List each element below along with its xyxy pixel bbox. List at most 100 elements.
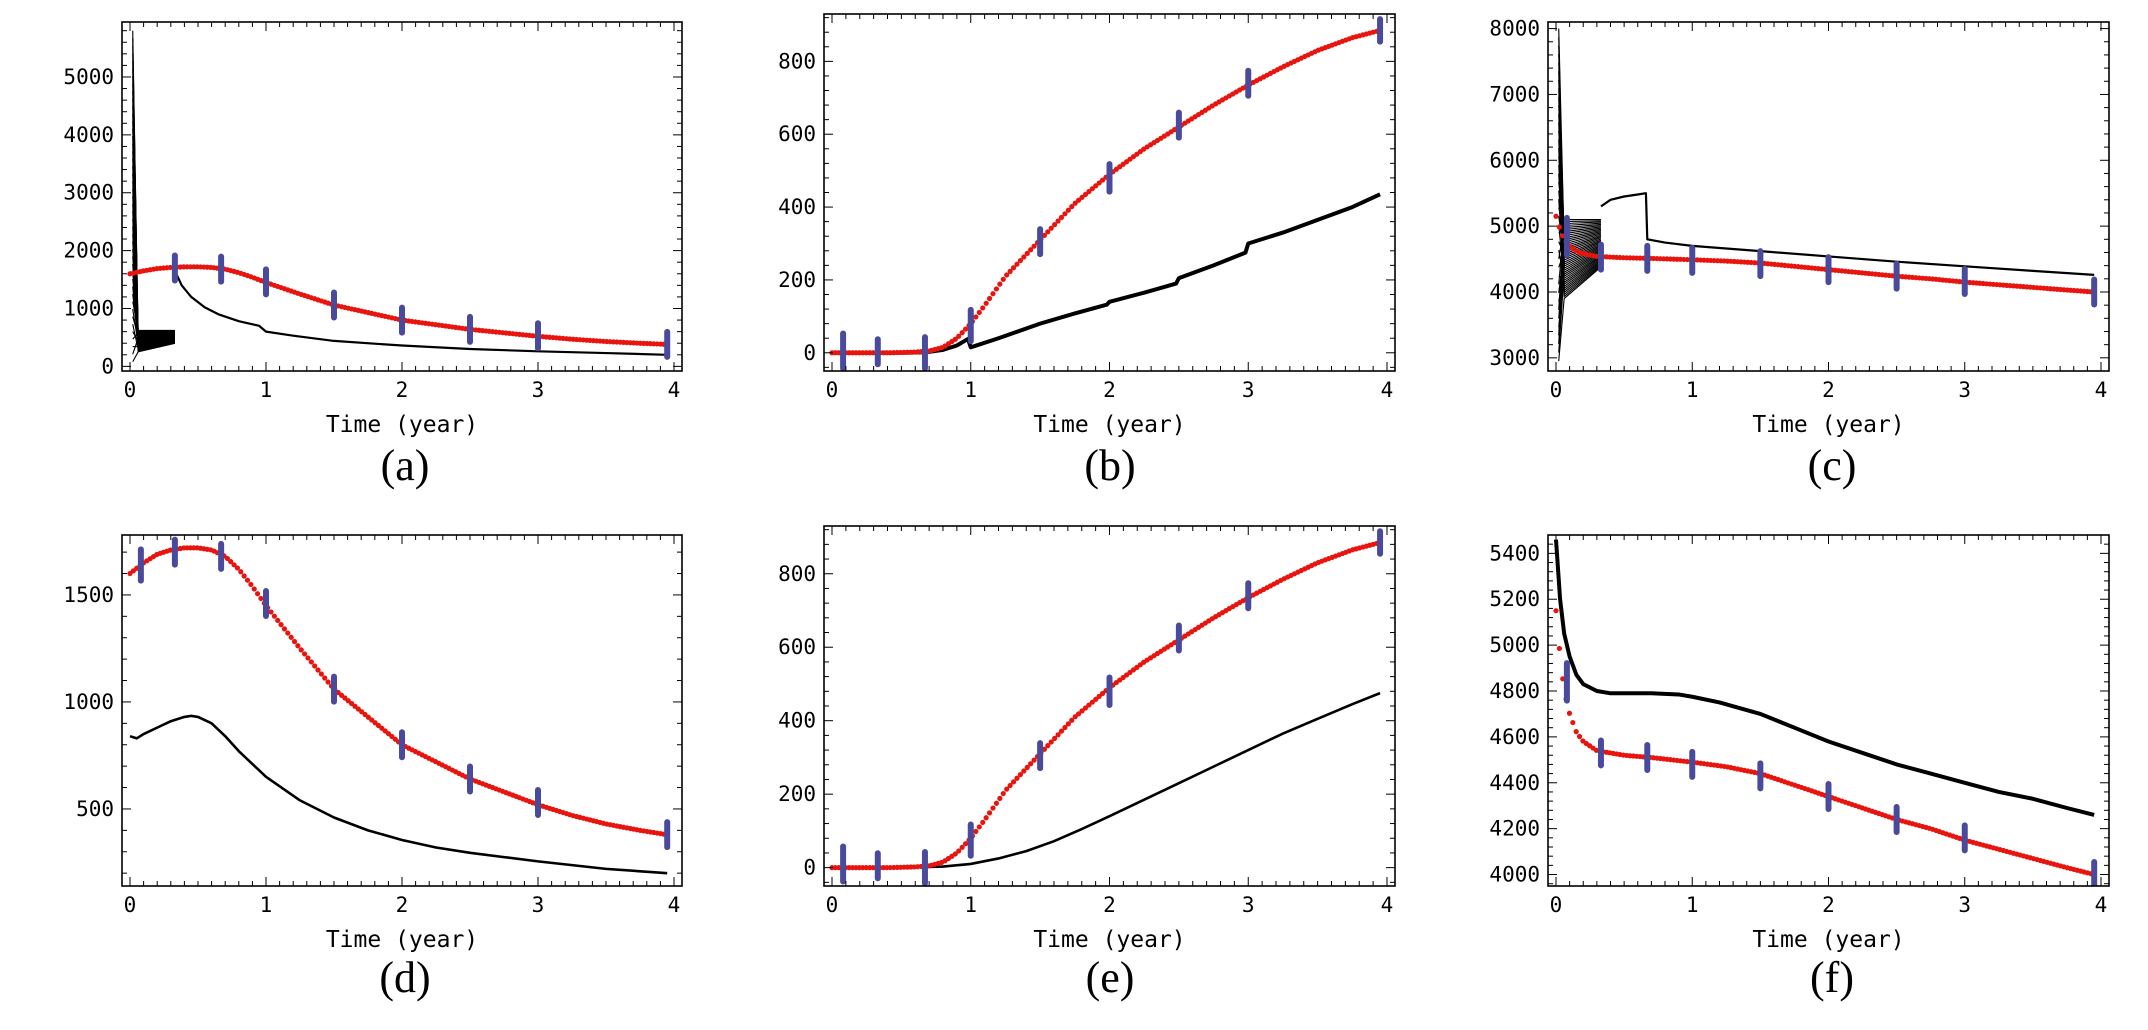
fit-point — [952, 851, 958, 857]
x-tick-label: 4 — [668, 378, 681, 402]
y-tick-label: 600 — [778, 122, 816, 146]
panel-caption: (e) — [1086, 953, 1135, 1002]
x-axis-title: Time (year) — [1752, 412, 1904, 438]
ticks — [1548, 22, 2109, 372]
fit-point — [1069, 717, 1075, 723]
observations — [1563, 214, 2098, 308]
simulation-line — [132, 241, 175, 332]
plot-area — [127, 536, 671, 875]
x-tick-label: 0 — [826, 893, 839, 917]
simulation-line — [132, 75, 175, 339]
fit-point — [1556, 645, 1562, 652]
fit-point — [952, 336, 958, 342]
simulation-line — [132, 211, 175, 343]
x-tick-label: 4 — [668, 893, 681, 917]
fit-point — [275, 617, 281, 623]
y-tick-label: 8000 — [1489, 17, 1540, 41]
y-tick-label: 1000 — [63, 690, 114, 714]
fit-point — [993, 800, 1000, 806]
y-tick-label: 800 — [778, 49, 816, 73]
fit-point — [1096, 180, 1102, 186]
y-tick-label: 400 — [778, 195, 816, 219]
fit-point — [1045, 229, 1051, 235]
fit-point — [1028, 761, 1034, 767]
fit-point — [301, 651, 308, 657]
fit-point — [962, 326, 969, 332]
y-tick-label: 0 — [803, 341, 816, 365]
fit-point — [993, 286, 1000, 292]
fit-point — [1014, 261, 1020, 267]
fit-point — [1100, 177, 1106, 183]
fit-point — [1100, 690, 1106, 697]
simulation-line — [132, 143, 175, 352]
y-tick-label: 4000 — [63, 123, 114, 147]
chart-f: 0 1 2 3 4 4000 4200 4400 4600 4800 5000 5200 5400 Tim… — [1489, 534, 2110, 1002]
fit-point — [1052, 222, 1058, 228]
fit-point — [1093, 183, 1099, 189]
fit-point — [298, 647, 304, 653]
fit-point — [1017, 257, 1023, 264]
simulation-line — [132, 120, 175, 333]
y-tick-label: 5400 — [1489, 541, 1540, 565]
fit-point — [318, 671, 324, 677]
simulation-line — [132, 226, 175, 349]
fit-point — [1089, 699, 1095, 705]
x-tick-label: 2 — [1103, 378, 1116, 402]
fit-point — [1055, 732, 1061, 738]
fit-point — [244, 577, 251, 583]
simulation-line — [132, 45, 175, 350]
fit-curve — [1553, 608, 2097, 878]
fit-point — [1072, 200, 1078, 206]
fit-curve — [127, 264, 670, 347]
simulation-line — [132, 53, 175, 342]
fit-curve — [127, 545, 670, 838]
panel-caption: (a) — [381, 441, 430, 490]
y-tick-label: 3000 — [1489, 346, 1540, 370]
fit-point — [268, 609, 274, 615]
fit-point — [322, 675, 328, 681]
fit-point — [973, 314, 979, 320]
simulation-line — [132, 136, 175, 338]
fit-point — [1576, 733, 1583, 740]
chart-a: 0 1 2 3 4 0 1000 2000 3000 4000 5000 Time (year) (a) — [63, 21, 683, 490]
plot-area — [1553, 28, 2098, 362]
x-tick-label: 2 — [1822, 893, 1835, 917]
simulation-line — [1558, 266, 1602, 362]
fit-point — [312, 663, 318, 669]
fit-point — [973, 828, 979, 835]
x-tick-label: 3 — [1958, 893, 1971, 917]
x-tick-label: 4 — [2095, 378, 2108, 402]
plot-area — [127, 30, 671, 363]
y-tick-label: 200 — [778, 268, 816, 292]
simulation-line — [132, 98, 175, 336]
y-tick-label: 5000 — [63, 65, 114, 89]
simulation-line — [1558, 250, 1602, 353]
fit-point — [258, 595, 264, 602]
fit-point — [1072, 714, 1078, 720]
fit-point — [1031, 243, 1037, 249]
fit-point — [959, 330, 965, 336]
x-tick-label: 3 — [532, 893, 545, 917]
y-tick-label: 500 — [76, 797, 114, 821]
fit-point — [1048, 739, 1054, 745]
fit-point — [254, 591, 261, 597]
fit-point — [1089, 186, 1095, 192]
y-tick-label: 5200 — [1489, 587, 1540, 611]
fit-point — [986, 295, 993, 302]
fit-point — [1028, 247, 1034, 253]
simulation-line — [1558, 224, 1602, 284]
y-tick-label: 4600 — [1489, 725, 1540, 749]
fit-point — [1017, 772, 1023, 778]
simulation-line — [832, 192, 1381, 355]
x-tick-label: 3 — [1958, 378, 1971, 402]
x-tick-label: 3 — [1242, 378, 1255, 402]
y-tick-label: 400 — [778, 709, 816, 733]
simulation-line — [129, 714, 668, 875]
fit-point — [1556, 224, 1562, 230]
y-tick-label: 4400 — [1489, 771, 1540, 795]
y-tick-label: 0 — [803, 856, 816, 880]
plot-frame — [1547, 534, 2110, 887]
x-tick-label: 3 — [532, 378, 545, 402]
x-tick-label: 4 — [1381, 378, 1394, 402]
fit-point — [962, 841, 969, 847]
